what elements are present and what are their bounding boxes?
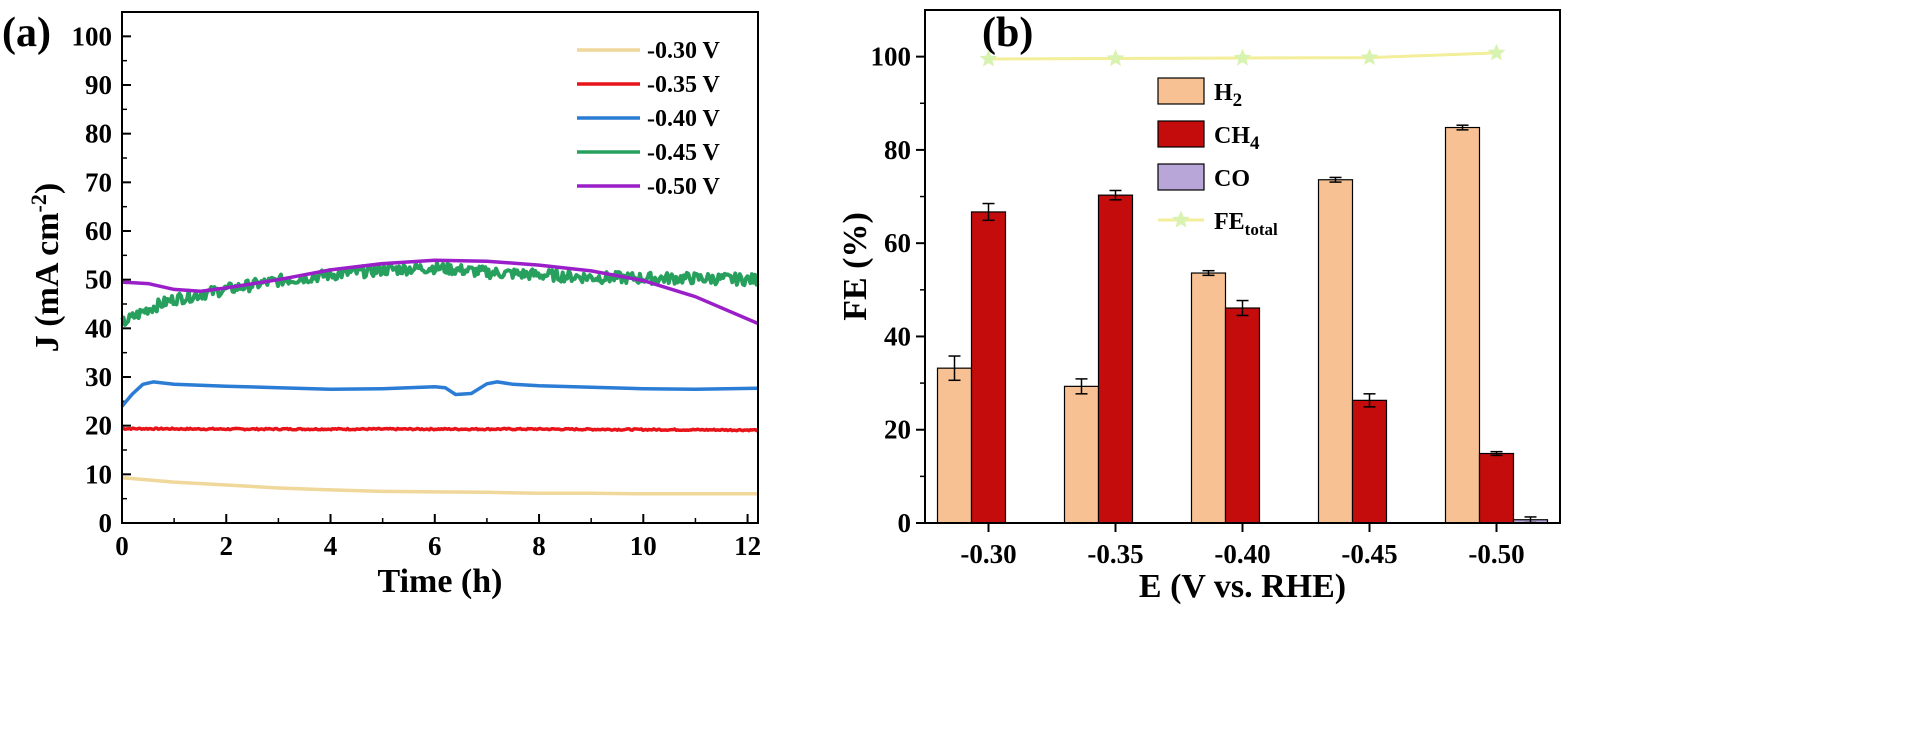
panel-b-legend-label-sub-ch4: 4 bbox=[1250, 133, 1260, 154]
panel-a-x-tick-label-6: 6 bbox=[428, 531, 442, 561]
panel-b-x-axis: -0.30 -0.35 -0.40 -0.45 -0.50 bbox=[960, 523, 1525, 569]
panel-b-legend-label-main-co: CO bbox=[1214, 166, 1250, 192]
panel-a-x-axis-title: Time (h) bbox=[378, 563, 503, 600]
panel-a-series-lines bbox=[120, 258, 760, 496]
panel-a-legend-label-0-50-v: -0.50 V bbox=[647, 174, 721, 200]
panel-b-y-tick-label-20: 20 bbox=[884, 415, 911, 445]
panel-a-plot-frame bbox=[121, 11, 759, 524]
panel-a-y-tick-label-10: 10 bbox=[85, 459, 112, 489]
panel-b-legend-label-main-ch4: CH bbox=[1214, 123, 1250, 149]
panel-b-x-tick-label-0-35: -0.35 bbox=[1087, 539, 1143, 569]
panel-a-x-tick-label-4: 4 bbox=[324, 531, 338, 561]
panel-b-legend-swatch-fe-total-star bbox=[1172, 210, 1190, 228]
panel-b-legend-label-fe-total-main: FE bbox=[1214, 209, 1245, 235]
panel-a-y-axis-title: J (mA cm-2) bbox=[26, 183, 66, 352]
panel-b-legend-swatch-co bbox=[1157, 163, 1205, 191]
panel-a-series-line-0-30-v bbox=[121, 475, 758, 496]
panel-b-x-tick-label-0-45: -0.45 bbox=[1341, 539, 1397, 569]
panel-a-series-line-0-45-v bbox=[120, 260, 760, 327]
panel-b-x-tick-label-0-50: -0.50 bbox=[1468, 539, 1524, 569]
panel-b-legend-swatch-ch4 bbox=[1157, 120, 1205, 148]
panel-a-y-axis-title-close: ) bbox=[29, 183, 66, 194]
panel-b-y-axis-title: FE (%) bbox=[837, 212, 874, 321]
panel-a-x-tick-label-2: 2 bbox=[220, 531, 234, 561]
panel-a-legend: -0.30 V -0.35 V -0.40 V -0.45 V -0.50 V bbox=[577, 38, 721, 200]
panel-b-legend-swatch-h2 bbox=[1157, 77, 1205, 105]
panel-a-series-line-0-35-v bbox=[121, 426, 760, 433]
panel-b-fe-total-point-0-40 bbox=[1233, 48, 1252, 66]
panel-b-y-tick-label-40: 40 bbox=[884, 321, 911, 351]
panel-a-x-axis: 0 2 4 6 8 10 12 bbox=[115, 514, 761, 561]
panel-a-x-tick-label-0: 0 bbox=[115, 531, 129, 561]
panel-a-x-tick-label-12: 12 bbox=[734, 531, 761, 561]
panel-a-y-axis-title-superscript: -2 bbox=[26, 194, 51, 212]
panel-a-series-line-0-40-v bbox=[120, 380, 759, 408]
panel-a-legend-label-0-45-v: -0.45 V bbox=[647, 140, 721, 166]
panel-b-legend-label-sub-h2: 2 bbox=[1233, 90, 1243, 111]
panel-b-y-tick-label-100: 100 bbox=[871, 42, 912, 72]
panel-a-y-tick-label-50: 50 bbox=[85, 265, 112, 295]
panel-a-y-tick-label-20: 20 bbox=[85, 411, 112, 441]
panel-a-y-tick-label-100: 100 bbox=[72, 21, 113, 51]
panel-a-y-tick-label-0: 0 bbox=[99, 508, 113, 538]
panel-a-label: (a) bbox=[2, 10, 51, 56]
panel-b-legend-label-co: CO bbox=[1214, 166, 1250, 192]
panel-a-x-tick-label-10: 10 bbox=[630, 531, 657, 561]
panel-b-y-tick-label-60: 60 bbox=[884, 228, 911, 258]
panel-b-bar-h2-0-40 bbox=[1190, 272, 1227, 524]
panel-b-legend-label-fe-total: FEtotal bbox=[1214, 209, 1278, 239]
panel-b-legend-label-ch4: CH4 bbox=[1214, 123, 1260, 154]
panel-b-bar-ch4-0-45 bbox=[1351, 399, 1388, 524]
panel-b-bar-ch4-0-30 bbox=[970, 211, 1007, 524]
panel-b-fe-total-point-0-50 bbox=[1487, 43, 1506, 61]
panel-b-y-axis: 0 20 40 60 80 100 bbox=[871, 42, 925, 538]
panel-b-x-tick-label-0-40: -0.40 bbox=[1214, 539, 1270, 569]
panel-a-y-axis-title-main: J (mA cm bbox=[29, 212, 66, 352]
panel-b-y-tick-label-80: 80 bbox=[884, 135, 911, 165]
panel-b-plot-frame bbox=[924, 9, 1561, 524]
panel-b-bar-ch4-0-50 bbox=[1478, 452, 1515, 524]
panel-b-bar-h2-0-45 bbox=[1317, 179, 1354, 524]
panel-b-bar-h2-0-30 bbox=[936, 367, 973, 524]
panel-b-bars bbox=[936, 124, 1549, 524]
panel-a-y-tick-label-80: 80 bbox=[85, 119, 112, 149]
panel-a-y-tick-label-40: 40 bbox=[85, 313, 112, 343]
panel-b-fe-total-point-0-35 bbox=[1106, 49, 1125, 67]
panel-b-bar-h2-0-35 bbox=[1063, 385, 1100, 524]
panel-b-bar-h2-0-50 bbox=[1444, 126, 1481, 524]
panel-a-series-line-0-50-v bbox=[121, 258, 759, 326]
panel-b-fe-total-point-0-45 bbox=[1360, 48, 1379, 66]
panel-b-x-tick-label-0-30: -0.30 bbox=[960, 539, 1016, 569]
panel-b-legend-label-main-h2: H bbox=[1214, 80, 1233, 106]
panel-a-y-tick-label-70: 70 bbox=[85, 167, 112, 197]
panel-a-legend-label-0-35-v: -0.35 V bbox=[647, 72, 721, 98]
panel-a-j-vs-time-chart: (a) 0 10 20 30 40 50 60 70 80 90 100 0 2 4 6 8 10 12 Tim… bbox=[2, 10, 761, 600]
panel-b-x-axis-title: E (V vs. RHE) bbox=[1139, 568, 1346, 605]
panel-b-bar-ch4-0-40 bbox=[1224, 307, 1261, 524]
panel-b-fe-total-point-0-30 bbox=[979, 49, 998, 67]
panel-a-x-tick-label-8: 8 bbox=[532, 531, 546, 561]
panel-a-y-tick-label-30: 30 bbox=[85, 362, 112, 392]
panel-b-legend-label-fe-total-sub: total bbox=[1245, 220, 1278, 239]
panel-a-y-tick-label-60: 60 bbox=[85, 216, 112, 246]
panel-b-y-tick-label-0: 0 bbox=[898, 508, 912, 538]
panel-a-legend-label-0-30-v: -0.30 V bbox=[647, 38, 721, 64]
panel-a-legend-label-0-40-v: -0.40 V bbox=[647, 106, 721, 132]
panel-b-label: (b) bbox=[982, 10, 1033, 56]
panel-a-y-tick-label-90: 90 bbox=[85, 70, 112, 100]
panel-b-fe-total-line bbox=[979, 43, 1506, 67]
panel-b-legend-label-h2: H2 bbox=[1214, 80, 1242, 111]
panel-b-bar-ch4-0-35 bbox=[1097, 194, 1134, 524]
panel-a-y-axis: 0 10 20 30 40 50 60 70 80 90 100 bbox=[72, 21, 131, 538]
